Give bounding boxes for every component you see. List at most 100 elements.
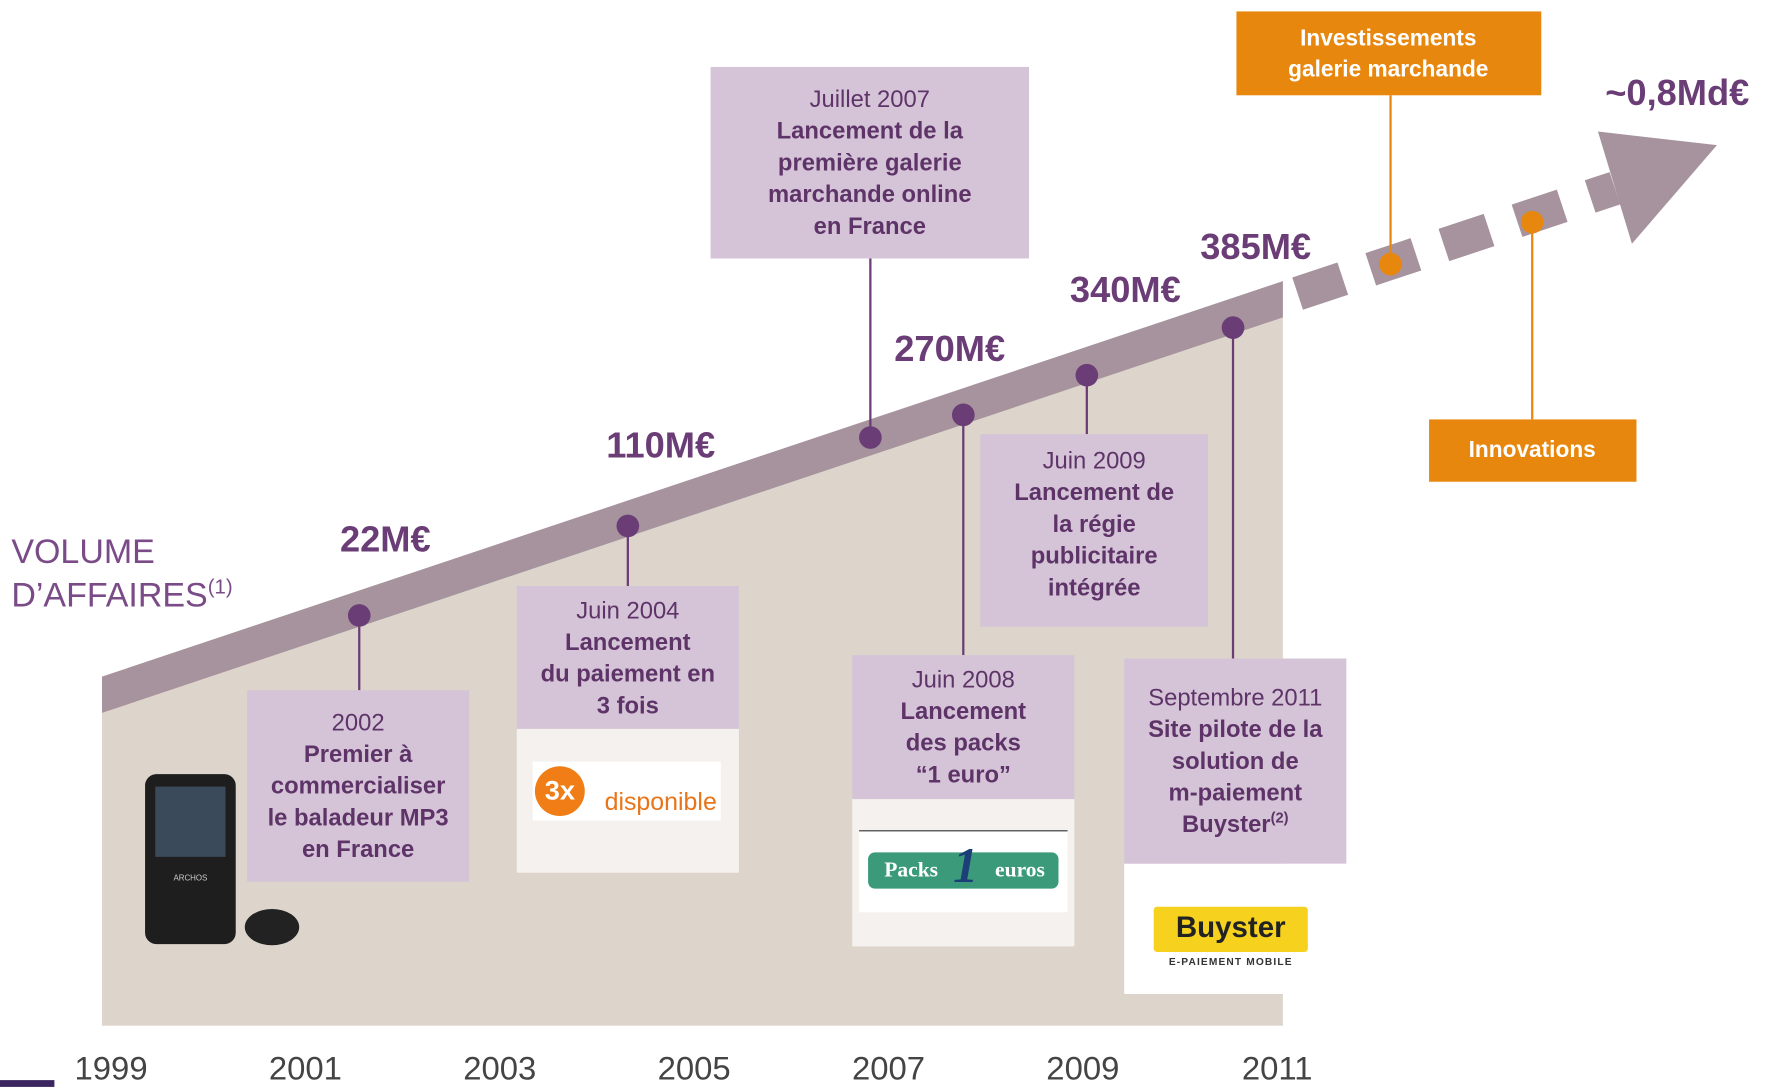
event-line-text: Lancement de la [777,118,964,145]
event-box [710,66,1030,259]
event-box [247,690,470,882]
event-date: Juin 2008 [912,666,1015,693]
event-line: la régie [1053,511,1136,538]
growth-band [101,281,1283,713]
event-line: le baladeur MP3 [268,805,449,832]
event-date: Juin 2009 [1043,448,1146,475]
event-line-text: Lancement [565,629,691,656]
volume-label: VOLUME [11,533,155,571]
event-line: m-paiement [1169,780,1303,807]
logo-text: disponible [605,788,717,816]
event-dot [951,403,975,427]
event-line-text: publicitaire [1031,543,1158,570]
event-date: 2002 [332,710,385,737]
investments-text: Investissements [1300,25,1476,51]
event-line-text: marchande online [768,181,972,208]
event-line-text: Premier à [304,741,413,768]
event-box [1124,658,1347,864]
event-line-text: Lancement de [1014,479,1174,506]
amount-label: 110M€ [606,424,715,465]
amount-label: 270M€ [894,328,1005,369]
logo-text: Packs [884,858,938,882]
event-line: en France [814,213,926,240]
future-dashes [1292,172,1621,310]
corner-mark [0,1080,55,1087]
year-label: 2011 [1242,1050,1313,1087]
future-dot [1520,210,1544,234]
event-line: Buyster(2) [1182,810,1289,838]
event-line: “1 euro” [916,762,1011,789]
amount-label: ~0,8Md€ [1605,72,1749,113]
event-line-text: en France [302,836,414,863]
note: (1) [208,577,233,599]
event-date: Septembre 2011 [1148,685,1322,712]
event-line-text: commercialiser [271,773,446,800]
event-line: première galerie [778,150,962,177]
event-date: Juin 2004 [576,597,679,624]
event-line: Lancement [565,629,691,656]
year-label: 2009 [1046,1050,1119,1087]
logo-bg [1153,906,1308,953]
event-line: Lancement de la [777,118,964,145]
logo-text: 3x [545,774,575,805]
year-label: 2003 [463,1050,536,1087]
event-line-text: des packs [906,730,1021,757]
event-line-text: du paiement en [541,661,715,688]
year-label: 2005 [658,1050,731,1087]
event-line-text: m-paiement [1169,780,1303,807]
event-line: Lancement [901,698,1027,725]
event-line-text: “1 euro” [916,762,1011,789]
event-line: des packs [906,730,1021,757]
event-box [516,585,739,729]
innovations-text: Innovations [1469,436,1596,462]
year-label: 2001 [269,1050,342,1087]
event-dot [1221,316,1245,339]
event-dot [616,514,640,538]
event-line: Site pilote de la [1148,716,1323,743]
player-brand: ARCHOS [173,873,207,882]
amount-label: 385M€ [1200,226,1311,267]
event-dot [347,604,371,627]
future-dot [1379,252,1402,276]
amount-label: 340M€ [1070,269,1181,310]
earphones [244,908,300,946]
logo-bg [868,852,1059,889]
event-line-text: Site pilote de la [1148,716,1323,743]
arrow-head [1597,131,1717,244]
event-line: Premier à [304,741,413,768]
event-date: Juillet 2007 [810,86,930,113]
event-line: solution de [1172,748,1299,775]
logo-text: E-PAIEMENT MOBILE [1169,957,1293,968]
event-line-text: le baladeur MP3 [268,805,449,832]
logo-text: euros [995,858,1045,882]
event-line-text: Lancement [901,698,1027,725]
note: (2) [1271,810,1289,826]
volume-label: D’AFFAIRES(1) [11,576,232,614]
logo-icon [534,766,585,817]
event-line-text: la régie [1053,511,1136,538]
logo-text: 1 [953,838,978,893]
event-line: Lancement de [1014,479,1174,506]
investments-text: galerie marchande [1288,55,1488,81]
volume-label-line: D’AFFAIRES [11,576,207,614]
event-line-text: intégrée [1048,575,1141,602]
event-line: publicitaire [1031,543,1158,570]
event-line: en France [302,836,414,863]
event-line-text: première galerie [778,150,962,177]
event-box [980,434,1209,627]
amount-label: 22M€ [340,518,431,559]
logo-text: Buyster [1176,911,1286,944]
event-line-text: Buyster [1182,812,1271,839]
event-dot [1075,363,1099,387]
event-line: commercialiser [271,773,446,800]
event-line-text: en France [814,213,926,240]
event-box [852,655,1075,800]
investments-box [1236,11,1542,96]
player-screen [155,786,226,857]
year-label: 1999 [75,1050,148,1087]
event-line: marchande online [768,181,972,208]
event-dot [859,426,882,449]
event-line-text: 3 fois [597,693,659,720]
event-line: intégrée [1048,575,1141,602]
